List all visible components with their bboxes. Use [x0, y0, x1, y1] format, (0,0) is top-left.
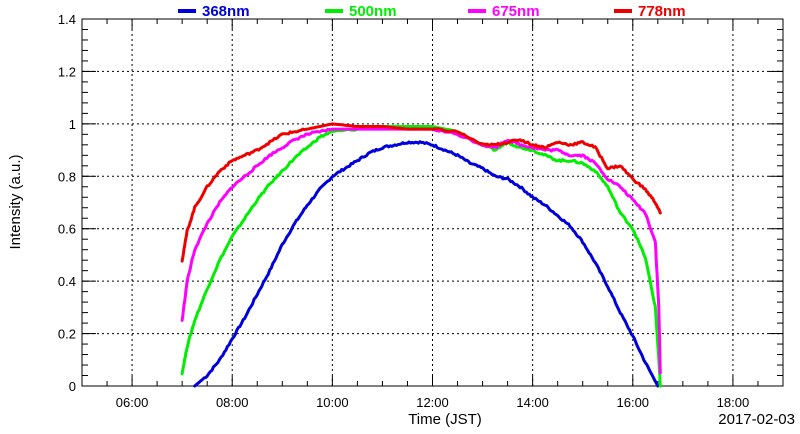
legend-label-675nm: 675nm [492, 3, 540, 20]
date-label: 2017-02-03 [718, 411, 795, 428]
x-tick-label: 16:00 [617, 395, 650, 410]
y-tick-label: 0.8 [58, 169, 76, 184]
y-tick-label: 1.4 [58, 12, 76, 27]
x-tick-label: 06:00 [116, 395, 149, 410]
x-tick-label: 14:00 [516, 395, 549, 410]
y-tick-label: 0.6 [58, 222, 76, 237]
legend: 368nm 500nm 675nm 778nm [178, 3, 686, 20]
series-line-368nm [193, 140, 660, 388]
y-tick-label: 0.4 [58, 274, 76, 289]
axis-ticks: 06:00 08:00 10:00 12:00 14:00 16:00 18:00 0 0.2 0… [58, 12, 784, 410]
grid-lines [82, 18, 783, 387]
series-lines [180, 122, 662, 388]
series-line-500nm [180, 125, 662, 388]
x-axis-label: Time (JST) [408, 411, 482, 428]
legend-label-778nm: 778nm [638, 3, 686, 20]
y-axis-label: Intensity (a.u.) [7, 154, 24, 249]
x-tick-label: 12:00 [416, 395, 449, 410]
y-tick-label: 0.2 [58, 327, 76, 342]
series-line-778nm [180, 122, 662, 263]
y-tick-label: 1.2 [58, 64, 76, 79]
x-tick-label: 08:00 [216, 395, 249, 410]
y-tick-label: 0 [69, 379, 76, 394]
x-tick-label: 10:00 [316, 395, 349, 410]
x-tick-label: 18:00 [717, 395, 750, 410]
y-tick-label: 1 [69, 117, 76, 132]
legend-label-368nm: 368nm [202, 3, 250, 20]
legend-label-500nm: 500nm [349, 3, 397, 20]
